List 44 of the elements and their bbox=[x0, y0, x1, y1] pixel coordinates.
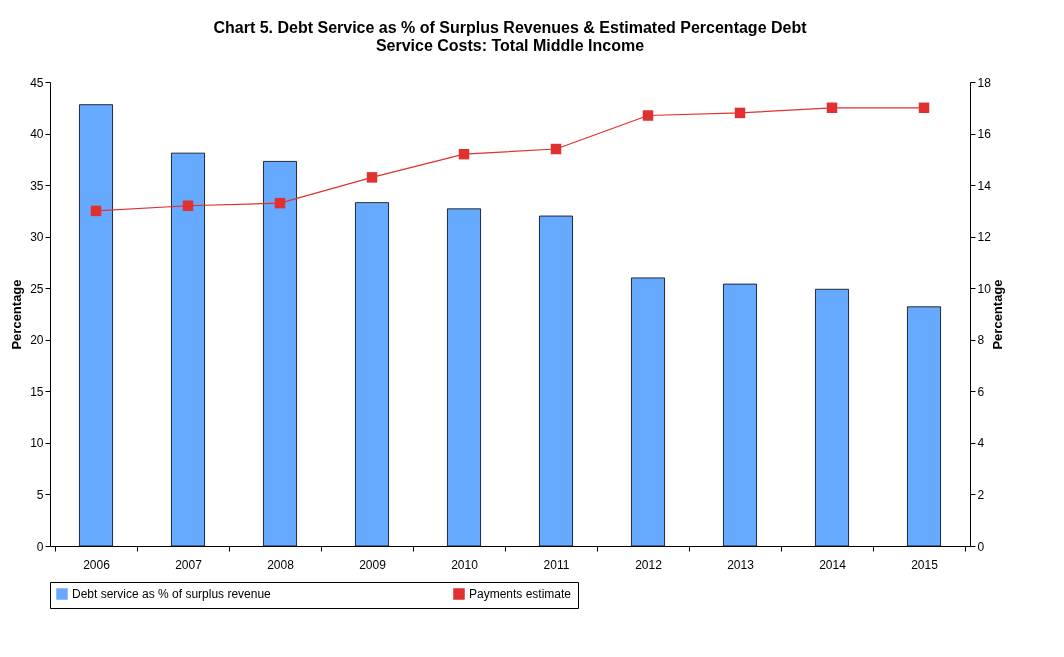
x-tick-label: 2011 bbox=[543, 557, 570, 572]
point bbox=[366, 172, 378, 183]
y2-tick-label: 8 bbox=[977, 333, 985, 348]
y-tick-label: 40 bbox=[30, 127, 44, 142]
x-tick-label: 2014 bbox=[819, 557, 847, 572]
point bbox=[642, 110, 654, 121]
point bbox=[458, 148, 470, 160]
y2-tick-label: 18 bbox=[977, 75, 992, 90]
y2-tick-label: 14 bbox=[977, 178, 992, 193]
x-tick-label: 2006 bbox=[83, 557, 111, 572]
y-tick-label: 30 bbox=[30, 230, 44, 245]
point bbox=[550, 143, 562, 155]
y-tick-label: 0 bbox=[36, 539, 44, 554]
legend-label: Payments estimate bbox=[469, 587, 572, 601]
y-axis-title: Percentage bbox=[9, 279, 25, 350]
y-tick-label: 45 bbox=[30, 75, 44, 90]
x-tick-label: 2009 bbox=[359, 557, 387, 572]
point bbox=[734, 107, 746, 119]
x-tick-label: 2007 bbox=[175, 557, 203, 572]
y-tick-label: 35 bbox=[30, 178, 44, 193]
y-tick-label: 10 bbox=[30, 436, 44, 451]
y2-tick-label: 6 bbox=[977, 384, 985, 399]
point bbox=[918, 102, 930, 114]
x-tick-label: 2015 bbox=[911, 557, 939, 572]
point bbox=[274, 197, 286, 209]
point bbox=[826, 102, 838, 114]
x-tick-label: 2010 bbox=[451, 557, 479, 572]
y2-tick-label: 0 bbox=[977, 539, 985, 554]
point bbox=[90, 205, 102, 217]
y2-tick-label: 10 bbox=[977, 281, 992, 296]
y-tick-label: 20 bbox=[30, 333, 44, 348]
y2-tick-label: 4 bbox=[977, 436, 985, 451]
y-tick-label: 25 bbox=[30, 281, 44, 296]
y2-tick-label: 2 bbox=[977, 487, 985, 502]
y2-tick-label: 12 bbox=[977, 230, 992, 245]
chart-title: Chart 5. Debt Service as % of Surplus Revenues & Estimated Percentage Debt Service Costs: Total Middle Income bbox=[213, 19, 808, 54]
y2-tick-label: 16 bbox=[977, 127, 992, 142]
x-tick-label: 2012 bbox=[635, 557, 663, 572]
y-tick-label: 5 bbox=[36, 487, 44, 502]
legend-label: Debt service as % of surplus revenue bbox=[72, 587, 272, 601]
x-tick-label: 2008 bbox=[267, 557, 295, 572]
y-tick-label: 15 bbox=[30, 384, 44, 399]
point bbox=[182, 200, 194, 211]
x-tick-label: 2013 bbox=[727, 557, 755, 572]
